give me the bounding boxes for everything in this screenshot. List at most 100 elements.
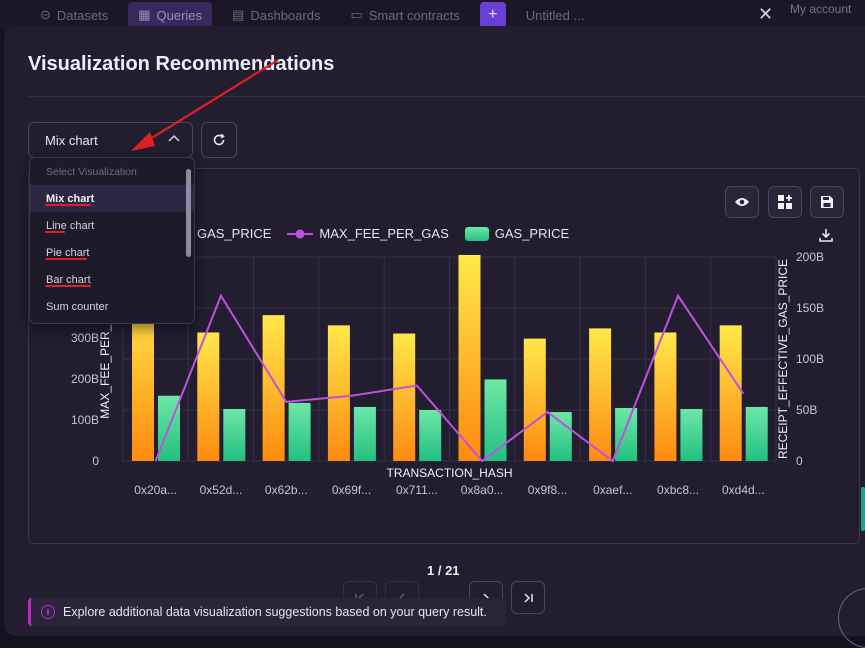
contract-icon: ▭ — [350, 7, 363, 22]
nav-tab-label: Dashboards — [250, 7, 321, 23]
chart-legend: GAS_PRICE MAX_FEE_PER_GAS GAS_PRICE — [49, 226, 569, 241]
preview-button[interactable] — [725, 186, 759, 218]
bar-gas-price — [615, 407, 638, 461]
bar-gas-price — [549, 412, 572, 461]
bar-receipt-effective-gas-price — [523, 338, 546, 461]
x-axis-tick-label: 0x69f... — [332, 483, 371, 497]
visualization-select[interactable]: Mix chart — [28, 122, 193, 158]
x-axis-tick-label: 0xd4d... — [722, 483, 765, 497]
bar-receipt-effective-gas-price — [719, 325, 742, 461]
title-divider — [28, 96, 865, 97]
dataset-icon: ⊝ — [40, 7, 51, 22]
download-icon[interactable] — [818, 227, 834, 243]
legend-item-gas-price[interactable]: GAS_PRICE — [464, 226, 570, 241]
new-tab-button[interactable]: + — [479, 2, 506, 28]
nav-tab-queries[interactable]: ▦ Queries — [128, 2, 213, 28]
right-axis-tick-label: 150B — [796, 301, 824, 315]
untitled-tab-label: Untitled ... — [525, 7, 585, 23]
legend-item-max-fee[interactable]: MAX_FEE_PER_GAS — [287, 226, 449, 241]
side-tab-handle[interactable] — [861, 487, 865, 531]
left-axis-tick-label: 300B — [71, 331, 99, 345]
nav-tab-datasets[interactable]: ⊝ Datasets — [30, 2, 118, 28]
nav-tab-label: Datasets — [56, 7, 109, 23]
option-label: Pie chart — [46, 246, 90, 259]
right-axis-tick-label: 100B — [796, 352, 824, 366]
x-axis-title: TRANSACTION_HASH — [386, 466, 512, 480]
dashboard-icon: ▤ — [232, 7, 245, 22]
bar-gas-price — [288, 402, 311, 461]
right-axis-tick-label: 200B — [796, 250, 824, 264]
bar-receipt-effective-gas-price — [393, 333, 416, 461]
account-menu[interactable]: My account — [790, 2, 852, 16]
option-mix-chart[interactable]: Mix chart — [30, 185, 194, 212]
info-text: Explore additional data visualization su… — [63, 605, 487, 619]
query-icon: ▦ — [138, 7, 151, 22]
bar-gas-price — [223, 408, 246, 461]
left-axis-tick-label: 100B — [71, 413, 99, 427]
x-axis-tick-label: 0x8a0... — [461, 483, 504, 497]
legend-swatch — [464, 226, 489, 241]
bar-gas-price — [745, 406, 768, 461]
info-icon: i — [41, 605, 55, 619]
bar-receipt-effective-gas-price — [654, 332, 677, 461]
bar-receipt-effective-gas-price — [262, 315, 285, 461]
option-pie-chart[interactable]: Pie chart — [30, 239, 194, 266]
last-page-icon — [524, 592, 533, 603]
mix-chart-plot: 0 100B 200B 300B 0 50B 100B 150B 200B 0x20a... 0x5… — [71, 250, 824, 497]
left-axis-title: MAX_FEE_PER_GAS — [98, 299, 112, 418]
bar-receipt-effective-gas-price — [458, 254, 481, 461]
legend-label: GAS_PRICE — [197, 226, 272, 241]
x-axis-tick-label: 0x20a... — [134, 483, 177, 497]
right-axis-tick-label: 50B — [796, 403, 817, 417]
dashboard-add-icon — [778, 195, 792, 209]
dropdown-header: Select Visualization — [46, 165, 137, 178]
visualization-modal: Visualization Recommendations Mix chart … — [4, 26, 865, 636]
x-axis-tick-label: 0xaef... — [593, 483, 632, 497]
legend-swatch — [287, 229, 314, 238]
add-to-dashboard-button[interactable] — [768, 186, 802, 218]
bar-receipt-effective-gas-price — [197, 332, 220, 461]
bar-receipt-effective-gas-price — [132, 297, 154, 461]
option-bar-chart[interactable]: Bar chart — [30, 266, 194, 293]
refresh-button[interactable] — [201, 122, 237, 158]
untitled-tab[interactable]: Untitled ... — [516, 2, 595, 28]
red-underline-annotation — [45, 231, 65, 233]
option-line-chart[interactable]: Line chart — [30, 212, 194, 239]
page-indicator: 1 / 21 — [427, 563, 460, 578]
refresh-icon — [213, 133, 225, 146]
info-banner: i Explore additional data visualization … — [28, 598, 506, 626]
x-axis-tick-label: 0x711... — [396, 483, 438, 497]
visualization-select-value: Mix chart — [45, 132, 98, 148]
bar-gas-price — [680, 408, 703, 461]
save-icon — [821, 196, 833, 208]
nav-tab-dashboards[interactable]: ▤ Dashboards — [222, 2, 330, 28]
option-label: Mix chart — [46, 192, 95, 205]
save-button[interactable] — [810, 186, 844, 218]
nav-tab-smart-contracts[interactable]: ▭ Smart contracts — [340, 2, 469, 28]
option-label: Line chart — [46, 219, 95, 232]
option-label: Sum counter — [46, 300, 109, 313]
close-icon[interactable]: ✕ — [758, 4, 774, 24]
nav-tab-label: Smart contracts — [368, 7, 460, 23]
left-axis-tick-label: 200B — [71, 372, 99, 386]
red-underline-annotation — [45, 285, 91, 287]
option-sum-counter[interactable]: Sum counter — [30, 293, 194, 320]
bar-receipt-effective-gas-price — [327, 325, 350, 461]
bar-gas-price — [484, 379, 507, 461]
dropdown-scrollbar[interactable] — [186, 169, 191, 257]
red-underline-annotation — [45, 204, 91, 206]
right-axis-tick-label: 0 — [796, 454, 803, 468]
bar-gas-price — [353, 406, 376, 461]
x-axis-tick-label: 0x9f8... — [528, 483, 567, 497]
x-axis-tick-label: 0x52d... — [200, 483, 243, 497]
x-axis-tick-label: 0xbc8... — [657, 483, 699, 497]
line-max-fee-per-gas — [154, 293, 745, 463]
last-page-button[interactable] — [511, 581, 545, 614]
legend-label: GAS_PRICE — [494, 226, 570, 241]
chevron-up-icon — [168, 134, 180, 142]
modal-title: Visualization Recommendations — [28, 53, 335, 75]
legend-label: MAX_FEE_PER_GAS — [319, 226, 449, 241]
eye-icon — [735, 198, 749, 206]
right-axis-title: RECEIPT_EFFECTIVE_GAS_PRICE — [776, 259, 790, 459]
visualization-dropdown: Select Visualization Mix chart Line char… — [29, 157, 195, 324]
